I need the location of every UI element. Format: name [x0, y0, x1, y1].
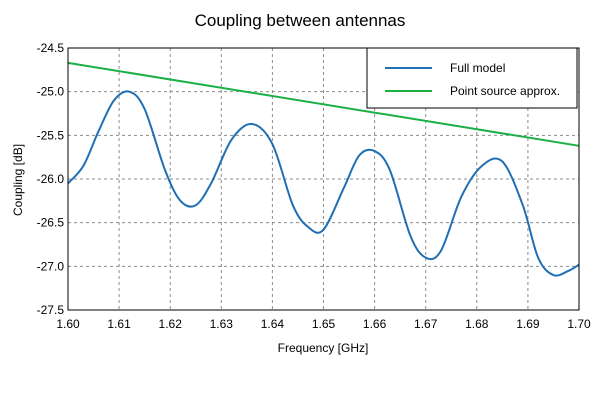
legend-label-point-source: Point source approx.	[450, 84, 560, 98]
legend: Full model Point source approx.	[366, 47, 578, 109]
x-tick-label: 1.61	[107, 317, 131, 331]
x-tick-label: 1.70	[567, 317, 591, 331]
x-tick-label: 1.64	[261, 317, 285, 331]
x-tick-label: 1.65	[312, 317, 336, 331]
y-axis-label: Coupling [dB]	[11, 144, 25, 216]
x-tick-label: 1.67	[414, 317, 438, 331]
x-axis-label: Frequency [GHz]	[278, 341, 369, 355]
y-tick-label: -27.0	[37, 259, 65, 273]
y-tick-label: -25.0	[37, 85, 65, 99]
plot-frame	[67, 47, 580, 311]
y-tick-label: -25.5	[37, 128, 65, 142]
x-tick-label: 1.62	[159, 317, 183, 331]
y-tick-label: -27.5	[37, 303, 65, 317]
x-tick-label: 1.68	[465, 317, 489, 331]
series-line-point-source	[67, 61, 580, 147]
y-tick-label: -24.5	[37, 41, 65, 55]
x-tick-label: 1.63	[210, 317, 234, 331]
legend-label-full-model: Full model	[450, 61, 505, 75]
chart-title: Coupling between antennas	[195, 11, 406, 30]
x-tick-label: 1.66	[363, 317, 387, 331]
x-tick-label: 1.60	[56, 317, 80, 331]
series-line-full-model	[67, 90, 580, 277]
y-tick-label: -26.5	[37, 216, 65, 230]
x-tick-label: 1.69	[516, 317, 540, 331]
y-tick-label: -26.0	[37, 172, 65, 186]
